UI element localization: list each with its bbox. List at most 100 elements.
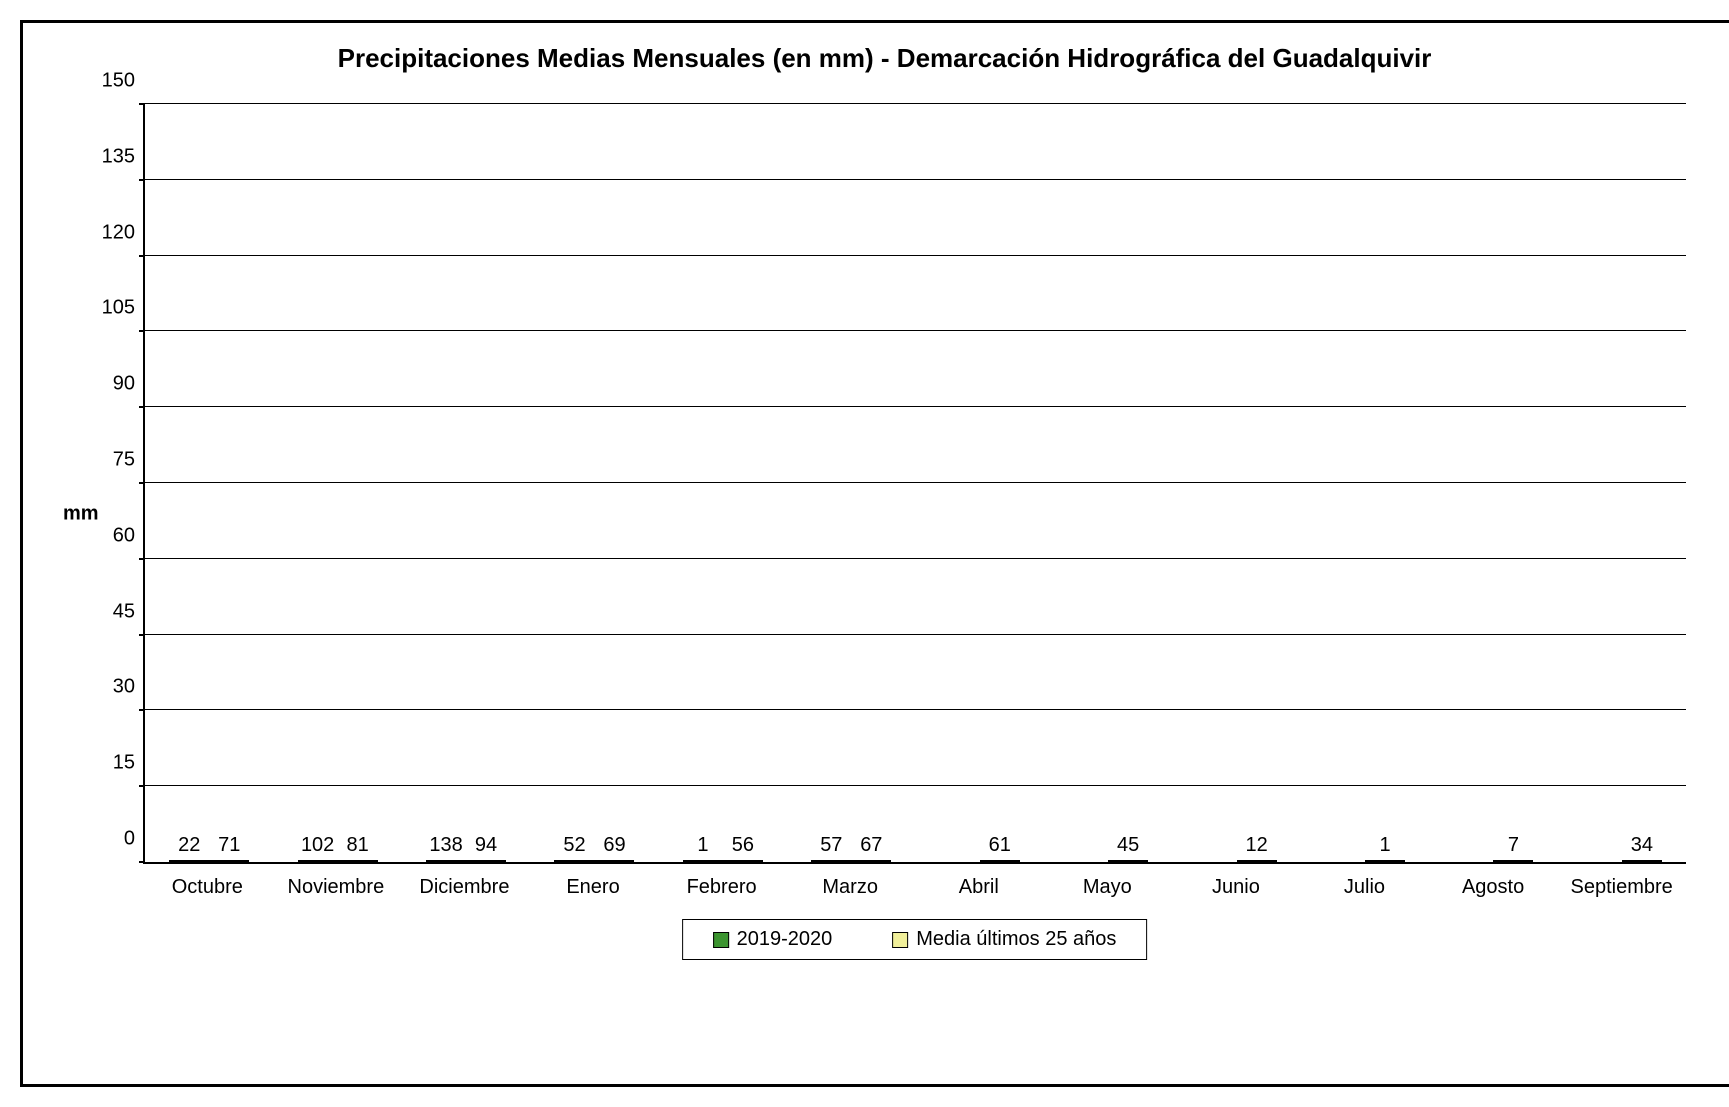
gridline	[145, 255, 1686, 256]
bar-value-label: 71	[218, 834, 240, 857]
y-tick-label: 105	[95, 297, 145, 320]
gridline	[145, 482, 1686, 483]
y-tick-label: 45	[95, 600, 145, 623]
bar-value-label: 56	[732, 834, 754, 857]
month-group: 5767	[787, 860, 915, 862]
bar-current-year: 102	[298, 860, 338, 862]
bar-value-label: 102	[301, 834, 334, 857]
bar-current-year: 22	[169, 860, 209, 862]
bar-value-label: 34	[1631, 834, 1653, 857]
y-tick-label: 30	[95, 676, 145, 699]
y-tick-mark	[139, 709, 145, 711]
bar-current-year: 52	[554, 860, 594, 862]
y-tick-mark	[139, 634, 145, 636]
y-tick-mark	[139, 330, 145, 332]
bar-value-label: 81	[347, 834, 369, 857]
gridline	[145, 558, 1686, 559]
bar-value-label: 45	[1117, 834, 1139, 857]
x-tick-label: Mayo	[1043, 876, 1172, 899]
month-group: 5269	[530, 860, 658, 862]
bar-current-year: 1	[683, 860, 723, 862]
bar-25yr-mean: 81	[338, 860, 378, 862]
month-group: 1	[1301, 860, 1429, 862]
bar-value-label: 7	[1508, 834, 1519, 857]
bar-current-year: 57	[811, 860, 851, 862]
month-group: 45	[1044, 860, 1172, 862]
bar-25yr-mean: 34	[1622, 860, 1662, 862]
bar-25yr-mean: 12	[1237, 860, 1277, 862]
month-group: 12	[1172, 860, 1300, 862]
gridline	[145, 634, 1686, 635]
bar-value-label: 57	[820, 834, 842, 857]
x-tick-label: Enero	[529, 876, 658, 899]
gridline	[145, 179, 1686, 180]
x-tick-label: Julio	[1300, 876, 1429, 899]
gridline	[145, 406, 1686, 407]
bar-25yr-mean: 56	[723, 860, 763, 862]
y-axis-label: mm	[63, 503, 99, 526]
y-tick-mark	[139, 861, 145, 863]
legend-swatch	[892, 932, 908, 948]
chart-title: Precipitaciones Medias Mensuales (en mm)…	[53, 43, 1716, 74]
bar-25yr-mean: 7	[1493, 860, 1533, 862]
x-tick-label: Noviembre	[272, 876, 401, 899]
x-tick-label: Octubre	[143, 876, 272, 899]
bar-value-label: 61	[989, 834, 1011, 857]
x-tick-label: Abril	[914, 876, 1043, 899]
y-tick-mark	[139, 103, 145, 105]
bar-value-label: 52	[563, 834, 585, 857]
month-group: 2271	[145, 860, 273, 862]
chart-container: Precipitaciones Medias Mensuales (en mm)…	[20, 20, 1729, 1087]
bar-value-label: 94	[475, 834, 497, 857]
y-tick-label: 0	[95, 828, 145, 851]
legend: 2019-2020 Media últimos 25 años	[682, 919, 1148, 960]
y-tick-label: 150	[95, 70, 145, 93]
y-tick-label: 120	[95, 221, 145, 244]
bars-row: 22711028113894526915657676145121734	[145, 104, 1686, 862]
bar-25yr-mean: 94	[466, 860, 506, 862]
y-tick-label: 90	[95, 373, 145, 396]
gridline	[145, 709, 1686, 710]
x-tick-label: Diciembre	[400, 876, 529, 899]
y-tick-mark	[139, 785, 145, 787]
month-group: 7	[1429, 860, 1557, 862]
x-axis-labels: OctubreNoviembreDiciembreEneroFebreroMar…	[143, 876, 1686, 899]
bar-value-label: 138	[429, 834, 462, 857]
gridline	[145, 103, 1686, 104]
x-tick-label: Junio	[1172, 876, 1301, 899]
y-tick-mark	[139, 482, 145, 484]
bar-25yr-mean: 1	[1365, 860, 1405, 862]
legend-label: Media últimos 25 años	[916, 928, 1116, 951]
legend-label: 2019-2020	[737, 928, 833, 951]
month-group: 34	[1558, 860, 1686, 862]
month-group: 156	[659, 860, 787, 862]
bar-25yr-mean: 71	[209, 860, 249, 862]
y-tick-mark	[139, 406, 145, 408]
month-group: 61	[916, 860, 1044, 862]
bar-25yr-mean: 61	[980, 860, 1020, 862]
y-tick-mark	[139, 558, 145, 560]
y-tick-label: 15	[95, 752, 145, 775]
bar-value-label: 69	[603, 834, 625, 857]
bar-value-label: 1	[697, 834, 708, 857]
bar-value-label: 22	[178, 834, 200, 857]
y-tick-label: 60	[95, 524, 145, 547]
bar-value-label: 12	[1245, 834, 1267, 857]
x-tick-label: Febrero	[657, 876, 786, 899]
bar-25yr-mean: 69	[594, 860, 634, 862]
gridline	[145, 785, 1686, 786]
bar-value-label: 67	[860, 834, 882, 857]
y-tick-label: 75	[95, 449, 145, 472]
y-tick-mark	[139, 255, 145, 257]
gridline	[145, 330, 1686, 331]
legend-swatch	[713, 932, 729, 948]
month-group: 10281	[273, 860, 401, 862]
plot-wrapper: mm 22711028113894526915657676145121734 0…	[143, 104, 1686, 924]
x-tick-label: Septiembre	[1557, 876, 1686, 899]
y-tick-label: 135	[95, 145, 145, 168]
x-tick-label: Agosto	[1429, 876, 1558, 899]
plot-area: 22711028113894526915657676145121734 0153…	[143, 104, 1686, 864]
x-tick-label: Marzo	[786, 876, 915, 899]
legend-item: 2019-2020	[713, 928, 833, 951]
bar-25yr-mean: 67	[851, 860, 891, 862]
